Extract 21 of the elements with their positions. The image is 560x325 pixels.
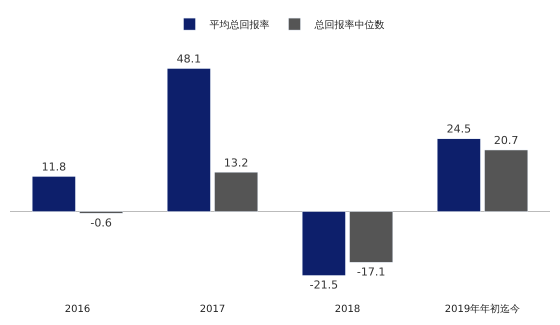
data-label: -0.6 [90,216,112,230]
bar [437,138,481,212]
data-label: 11.8 [42,160,66,174]
x-tick-label: 2016 [64,304,90,315]
legend-label: 平均总回报率 [210,19,270,31]
x-tick-label: 2018 [334,304,360,315]
bar [349,211,393,263]
bar [214,172,258,212]
legend-label: 总回报率中位数 [314,19,384,31]
bar [484,150,528,212]
data-label: -21.5 [310,278,338,292]
bar [167,68,211,212]
data-label: 48.1 [176,52,202,66]
data-label: 24.5 [446,122,472,136]
bar [32,176,76,212]
data-label: 13.2 [224,156,248,170]
data-label: 20.7 [494,134,518,147]
x-tick-label: 2019年年初迄今 [444,303,520,315]
data-label: -17.1 [356,265,386,278]
bar [302,211,346,276]
x-tick-label: 2017 [200,304,226,315]
